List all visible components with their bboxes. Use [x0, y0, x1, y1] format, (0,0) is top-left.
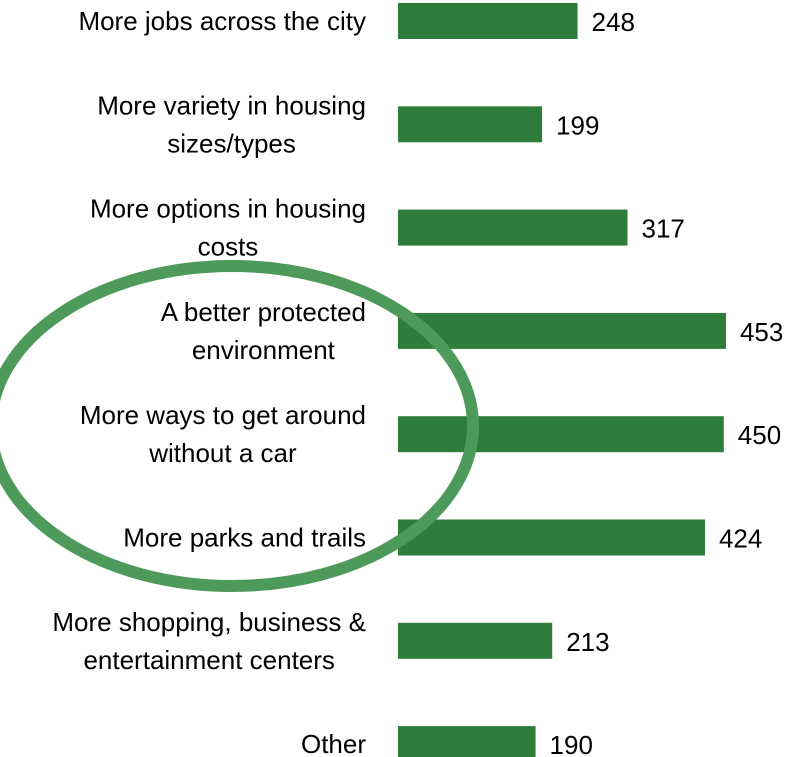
data-label-5: 424: [719, 524, 762, 554]
bar-4: [398, 416, 724, 453]
category-label-1-line-1: sizes/types: [167, 128, 296, 158]
category-label-6-line-0: More shopping, business &: [52, 607, 366, 637]
category-label-0-line-0: More jobs across the city: [78, 6, 366, 36]
category-label-5-line-0: More parks and trails: [123, 523, 366, 553]
category-label-2-line-1: costs: [198, 232, 259, 262]
bar-0: [398, 3, 578, 39]
bar-5: [398, 519, 705, 556]
bar-2: [398, 209, 628, 246]
bar-6: [398, 622, 553, 659]
data-label-6: 213: [566, 627, 609, 657]
highlight-ellipse: [0, 260, 479, 592]
category-label-3-line-0: A better protected: [161, 297, 366, 327]
category-label-3-line-1: environment: [192, 335, 336, 365]
data-label-0: 248: [592, 7, 635, 37]
category-label-2-line-0: More options in housing: [90, 194, 366, 224]
bar-3: [398, 312, 726, 349]
data-label-7: 190: [550, 730, 593, 757]
category-label-1-line-0: More variety in housing: [97, 90, 366, 120]
category-label-6-line-1: entertainment centers: [83, 645, 334, 675]
category-label-4-line-1: without a car: [148, 438, 297, 468]
data-label-3: 453: [740, 317, 783, 347]
bar-1: [398, 106, 543, 143]
data-label-1: 199: [556, 110, 599, 140]
category-label-4-line-0: More ways to get around: [80, 400, 366, 430]
bar-7: [398, 726, 536, 757]
data-label-2: 317: [642, 214, 685, 244]
data-label-4: 450: [738, 420, 781, 450]
category-label-7-line-0: Other: [301, 729, 366, 757]
